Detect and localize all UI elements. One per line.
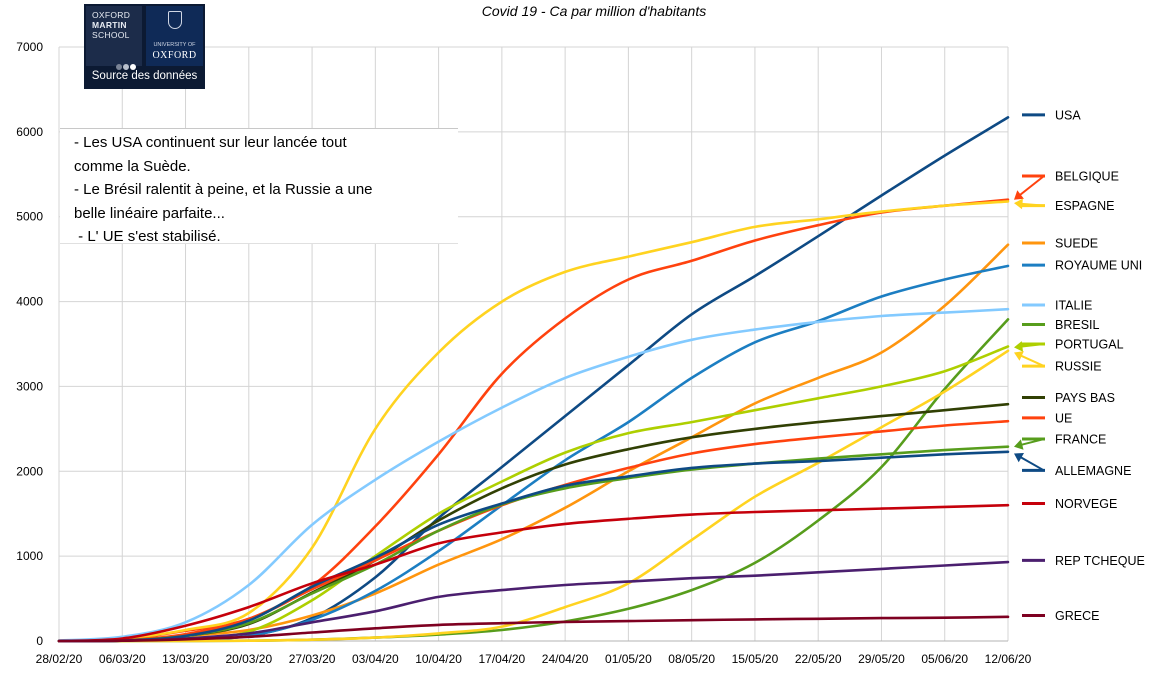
series-line-russie — [57, 349, 1010, 643]
legend-label-espagne: ESPAGNE — [1055, 199, 1115, 213]
legend-label-rep-tcheque: REP TCHEQUE — [1055, 554, 1145, 568]
legend-label-norvege: NORVEGE — [1055, 497, 1117, 511]
legend-label-russie: RUSSIE — [1055, 360, 1102, 374]
x-tick-label: 12/06/20 — [985, 652, 1032, 666]
y-tick-label: 4000 — [16, 295, 43, 309]
x-axis-ticks: 28/02/20 06/03/20 13/03/20 20/03/20 27/03/20… — [36, 652, 1032, 666]
legend-label-portugal: PORTUGAL — [1055, 338, 1124, 352]
y-tick-label: 7000 — [16, 40, 43, 54]
university-of-oxford-mark: UNIVERSITY OF OXFORD — [146, 6, 203, 66]
series-line-grece — [57, 615, 1010, 643]
annotation-textbox: - Les USA continuent sur leur lancée tou… — [60, 128, 458, 245]
chart-title: Covid 19 - Ca par million d'habitants — [482, 3, 706, 19]
x-tick-label: 17/04/20 — [479, 652, 526, 666]
series-line-bresil — [57, 318, 1010, 643]
legend-arrow-espagne — [1021, 202, 1045, 207]
x-tick-label: 08/05/20 — [668, 652, 715, 666]
y-axis-ticks: 0 1000 2000 3000 4000 5000 6000 7000 — [16, 40, 43, 648]
x-tick-label: 20/03/20 — [225, 652, 272, 666]
y-tick-label: 3000 — [16, 379, 43, 393]
series-line-belgique — [57, 198, 1010, 643]
legend-arrow-france — [1021, 438, 1045, 446]
x-tick-label: 05/06/20 — [921, 652, 968, 666]
series-line-pays-bas — [57, 402, 1010, 643]
x-tick-label: 01/05/20 — [605, 652, 652, 666]
y-tick-label: 2000 — [16, 464, 43, 478]
legend-label-france: FRANCE — [1055, 433, 1106, 447]
series-lines — [57, 116, 1010, 643]
x-tick-label: 27/03/20 — [289, 652, 336, 666]
y-tick-label: 5000 — [16, 210, 43, 224]
note-line-2: comme la Suède. — [74, 157, 191, 175]
note-line-4: belle linéaire parfaite... — [74, 204, 225, 222]
note-line-3: - Le Brésil ralentit à peine, et la Russ… — [74, 181, 373, 198]
legend-arrow-belgique — [1019, 175, 1045, 196]
x-tick-label: 03/04/20 — [352, 652, 399, 666]
source-link[interactable]: Source des données — [91, 70, 198, 82]
legend-label-suede: SUEDE — [1055, 237, 1098, 251]
y-tick-label: 6000 — [16, 125, 43, 139]
legend-arrowhead-espagne — [1014, 198, 1023, 210]
x-tick-label: 28/02/20 — [36, 652, 83, 666]
series-line-rep-tcheque — [57, 560, 1010, 643]
legend-arrow-russie — [1020, 354, 1045, 367]
x-tick-label: 29/05/20 — [858, 652, 905, 666]
x-tick-label: 06/03/20 — [99, 652, 146, 666]
legend-arrowhead-france — [1014, 439, 1024, 450]
oxford-martin-school-mark: OXFORD MARTIN SCHOOL — [86, 6, 142, 66]
x-tick-label: 24/04/20 — [542, 652, 589, 666]
legend-label-grece: GRECE — [1055, 609, 1099, 623]
oxford-martin-school-logo[interactable]: OXFORD MARTIN SCHOOL UNIVERSITY OF OXFOR… — [84, 4, 205, 89]
legend-label-royaume-uni: ROYAUME UNI — [1055, 259, 1142, 273]
series-line-norvege — [57, 503, 1010, 643]
y-tick-label: 0 — [36, 634, 43, 648]
legend-label-allemagne: ALLEMAGNE — [1055, 464, 1131, 478]
oxford-crest-icon — [168, 11, 182, 29]
legend-arrow-allemagne — [1020, 456, 1045, 472]
legend-arrow-portugal — [1021, 343, 1045, 348]
series-line-allemagne — [57, 450, 1010, 643]
legend-label-usa: USA — [1055, 108, 1081, 122]
legend-label-italie: ITALIE — [1055, 298, 1092, 312]
series-line-italie — [57, 307, 1010, 642]
legend-label-bresil: BRESIL — [1055, 318, 1100, 332]
y-tick-label: 1000 — [16, 549, 43, 563]
x-tick-label: 22/05/20 — [795, 652, 842, 666]
legend-arrowhead-russie — [1014, 351, 1024, 361]
x-tick-label: 13/03/20 — [162, 652, 209, 666]
legend-arrowhead-belgique — [1014, 190, 1024, 200]
series-line-royaume-uni — [57, 264, 1010, 643]
note-line-1: - Les USA continuent sur leur lancée tou… — [74, 134, 347, 151]
x-tick-label: 10/04/20 — [415, 652, 462, 666]
legend-arrowhead-allemagne — [1014, 453, 1024, 463]
x-tick-label: 15/05/20 — [732, 652, 779, 666]
series-line-espagne — [57, 200, 1010, 643]
legend-label-ue: UE — [1055, 411, 1072, 425]
legend-arrowhead-portugal — [1014, 341, 1023, 352]
legend: USA BELGIQUE ESPAGNE SUEDE ROYAUME UNI ITALIE… — [1014, 108, 1145, 623]
legend-label-belgique: BELGIQUE — [1055, 169, 1119, 183]
legend-label-pays-bas: PAYS BAS — [1055, 391, 1115, 405]
series-line-suede — [57, 243, 1010, 643]
logo-dots — [116, 57, 137, 75]
note-line-5: - L' UE s'est stabilisé. — [74, 228, 221, 245]
